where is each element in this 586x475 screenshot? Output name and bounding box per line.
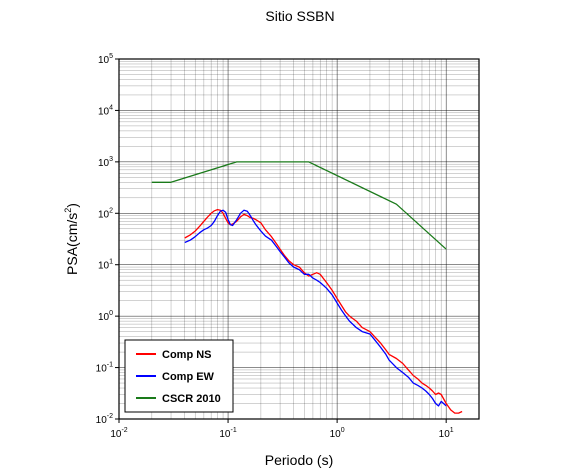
series-line-cscr-2010: [151, 161, 447, 250]
x-axis-label: Periodo (s): [265, 452, 333, 468]
y-tick-label: 10-2: [96, 413, 113, 426]
y-tick-base: 10: [96, 415, 108, 426]
y-tick-exponent: -2: [107, 413, 113, 420]
y-tick-base: 10: [98, 261, 110, 272]
y-tick-exponent: 3: [109, 156, 113, 163]
x-tick-base: 10: [330, 429, 342, 440]
x-tick-base: 10: [439, 429, 451, 440]
y-tick-exponent: 2: [109, 207, 113, 214]
x-tick-label: 100: [330, 427, 345, 440]
y-axis-label-close: ): [64, 203, 80, 208]
y-tick-base: 10: [98, 158, 110, 169]
y-tick-base: 10: [96, 364, 108, 375]
y-tick-label: 102: [98, 207, 113, 220]
plot-frame: [118, 58, 480, 420]
legend-label-cscr: CSCR 2010: [162, 393, 221, 405]
y-axis-label: PSA(cm/s2): [63, 203, 80, 275]
x-tick-exponent: 0: [341, 427, 345, 434]
y-tick-exponent: 0: [109, 310, 113, 317]
x-tick-base: 10: [219, 429, 231, 440]
legend-label-ns: Comp NS: [162, 349, 212, 361]
y-tick-label: 100: [98, 310, 113, 323]
x-tick-label: 10-1: [219, 427, 236, 440]
y-tick-exponent: -1: [107, 362, 113, 369]
y-tick-base: 10: [98, 312, 110, 323]
y-axis-label-superscript: 2: [63, 208, 73, 213]
y-axis-label-base: PSA(cm/s: [64, 213, 80, 275]
x-tick-exponent: -1: [231, 427, 237, 434]
y-tick-label: 105: [98, 53, 113, 66]
x-tick-base: 10: [110, 429, 122, 440]
y-tick-label: 10-1: [96, 362, 113, 375]
x-tick-exponent: -2: [121, 427, 127, 434]
y-tick-label: 101: [98, 259, 113, 272]
y-tick-base: 10: [98, 55, 110, 66]
legend-label-ew: Comp EW: [162, 371, 215, 383]
y-tick-exponent: 1: [109, 259, 113, 266]
y-tick-base: 10: [98, 106, 110, 117]
chart-title: Sitio SSBN: [265, 8, 334, 24]
series-lines: [151, 161, 463, 414]
legend: Comp NS Comp EW CSCR 2010: [124, 339, 234, 413]
y-tick-exponent: 5: [109, 53, 113, 60]
y-tick-label: 104: [98, 104, 113, 117]
y-tick-exponent: 4: [109, 104, 113, 111]
x-tick-exponent: 1: [450, 427, 454, 434]
y-tick-base: 10: [98, 209, 110, 220]
x-tick-label: 101: [439, 427, 454, 440]
series-line-comp-ew: [184, 209, 447, 407]
y-tick-label: 103: [98, 156, 113, 169]
series-line-comp-ns: [184, 208, 463, 414]
x-tick-label: 10-2: [110, 427, 127, 440]
